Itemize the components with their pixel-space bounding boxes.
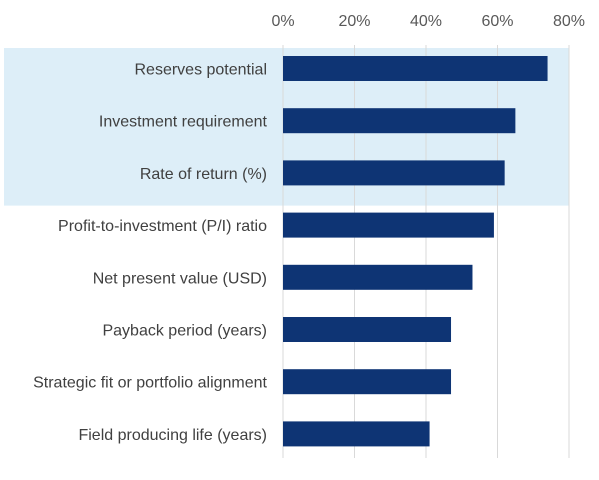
bar [283, 421, 430, 447]
x-axis-ticks: 0% 20% 40% 60% 80% [271, 13, 585, 30]
x-tick-label: 40% [410, 13, 442, 30]
bar [283, 317, 452, 342]
x-tick-label: 20% [338, 13, 370, 30]
bars [283, 56, 548, 447]
category-label: Strategic fit or portfolio alignment [33, 375, 267, 392]
category-label: Profit-to-investment (P/I) ratio [58, 218, 267, 235]
bar [283, 369, 452, 395]
x-tick-label: 60% [481, 13, 513, 30]
bar [283, 160, 505, 186]
category-label: Reserves potential [134, 62, 267, 79]
x-tick-label: 0% [271, 13, 294, 30]
category-label: Rate of return (%) [140, 166, 267, 183]
bar [283, 56, 548, 81]
category-labels: Reserves potential Investment requirement… [33, 62, 267, 444]
category-label: Net present value (USD) [93, 270, 267, 287]
bar [283, 108, 516, 134]
category-label: Investment requirement [99, 114, 268, 131]
bar [283, 212, 494, 238]
category-label: Payback period (years) [102, 323, 267, 340]
x-tick-label: 80% [553, 13, 585, 30]
bar [283, 264, 473, 290]
category-label: Field producing life (years) [78, 427, 267, 444]
